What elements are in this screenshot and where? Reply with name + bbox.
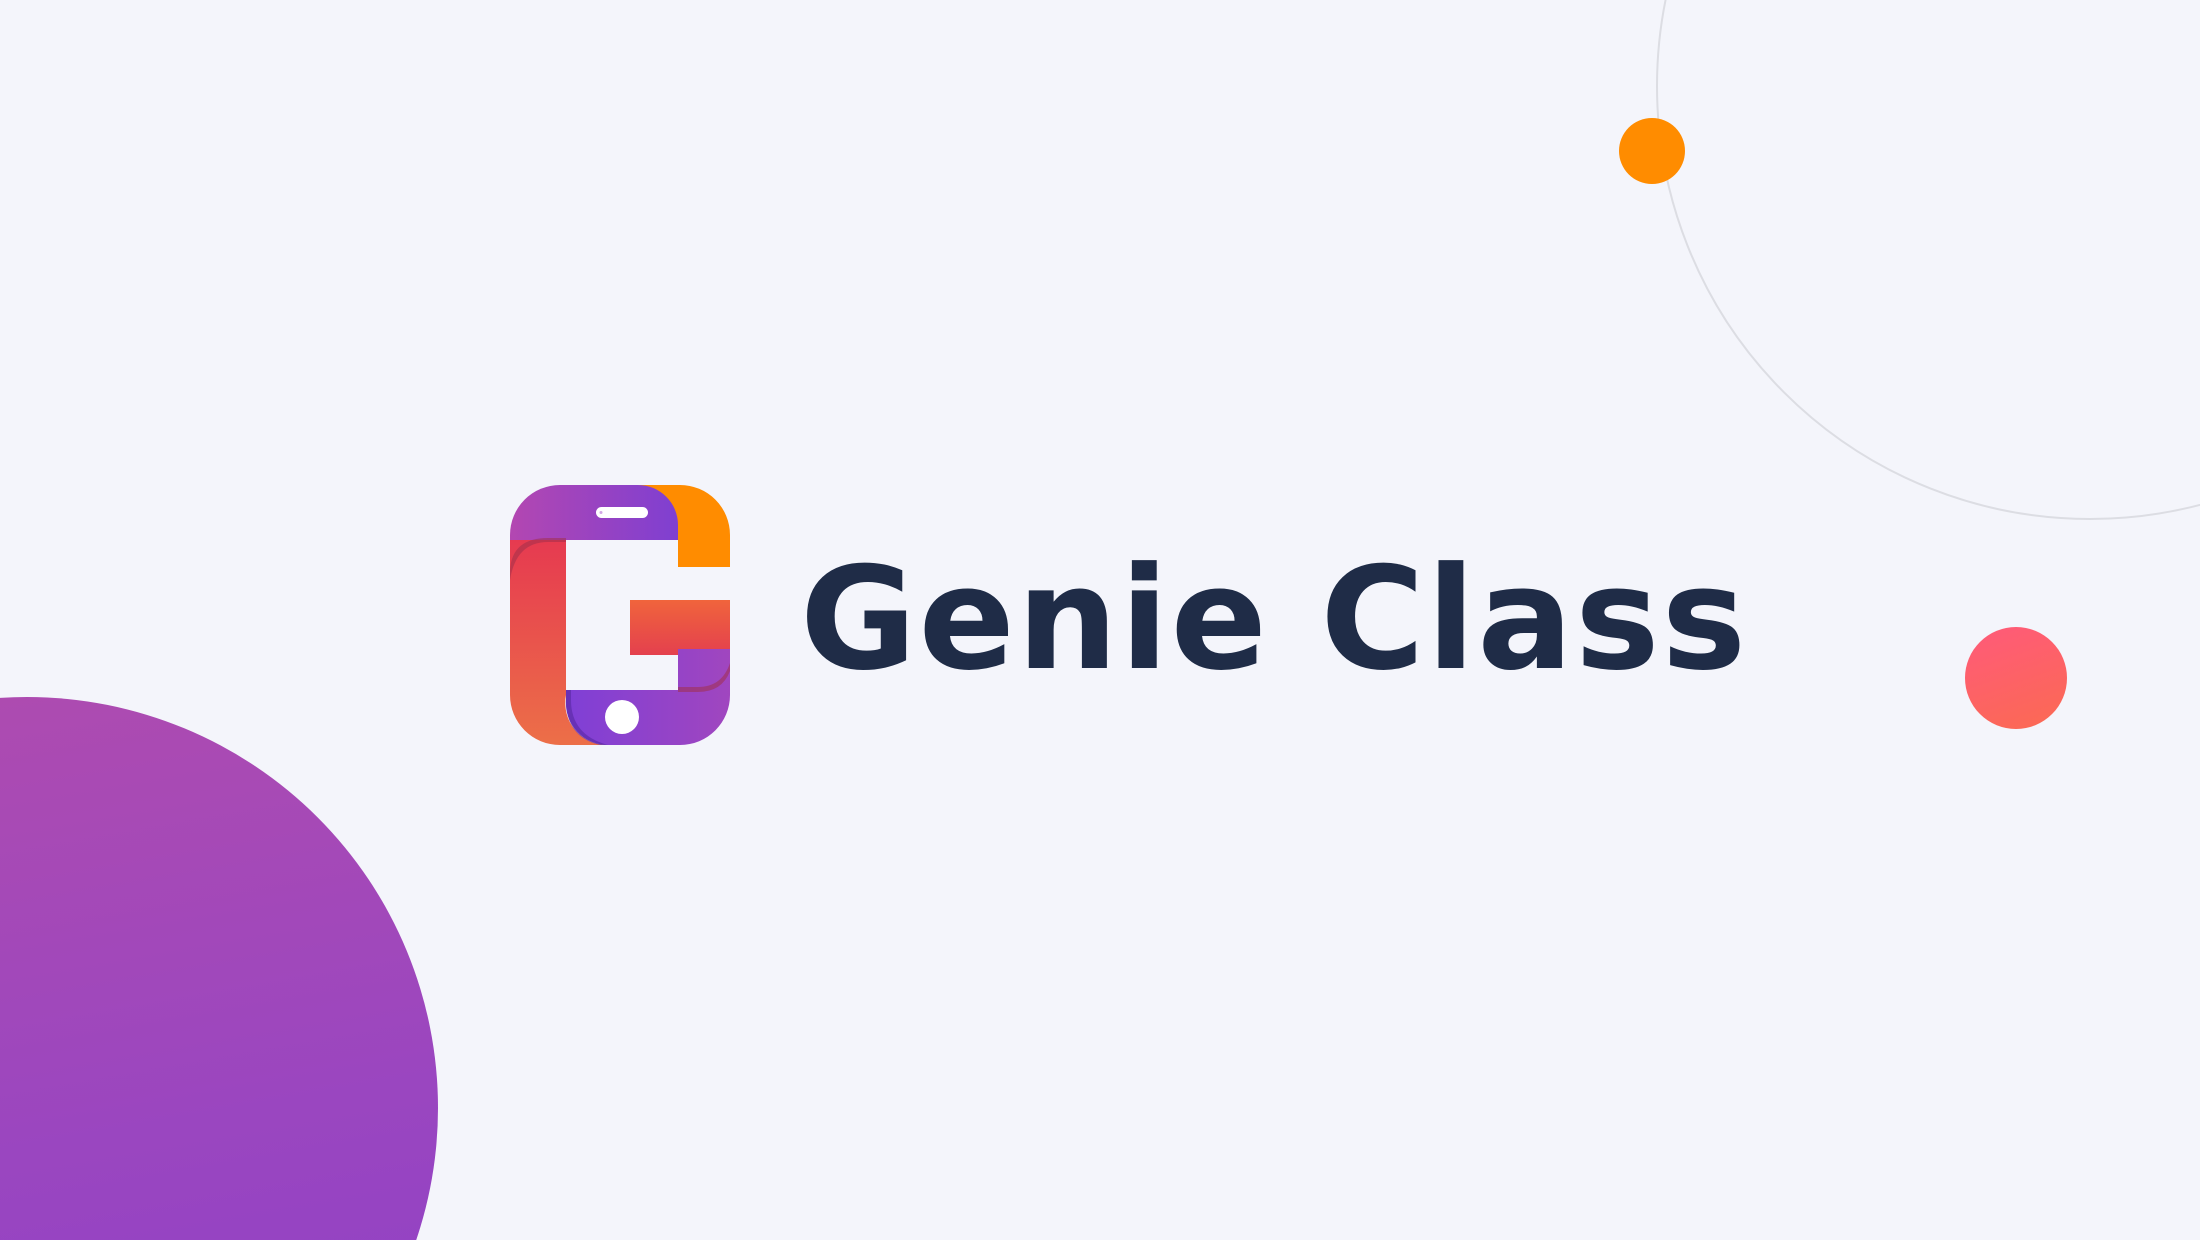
smartphone-g-logo-icon <box>508 485 730 745</box>
brand-wordmark: Genie Class <box>800 537 1749 702</box>
decorative-pink-dot <box>1965 627 2067 729</box>
decorative-orange-dot <box>1619 118 1685 184</box>
decorative-purple-circle <box>0 697 438 1240</box>
decorative-outline-circle <box>1656 0 2200 520</box>
